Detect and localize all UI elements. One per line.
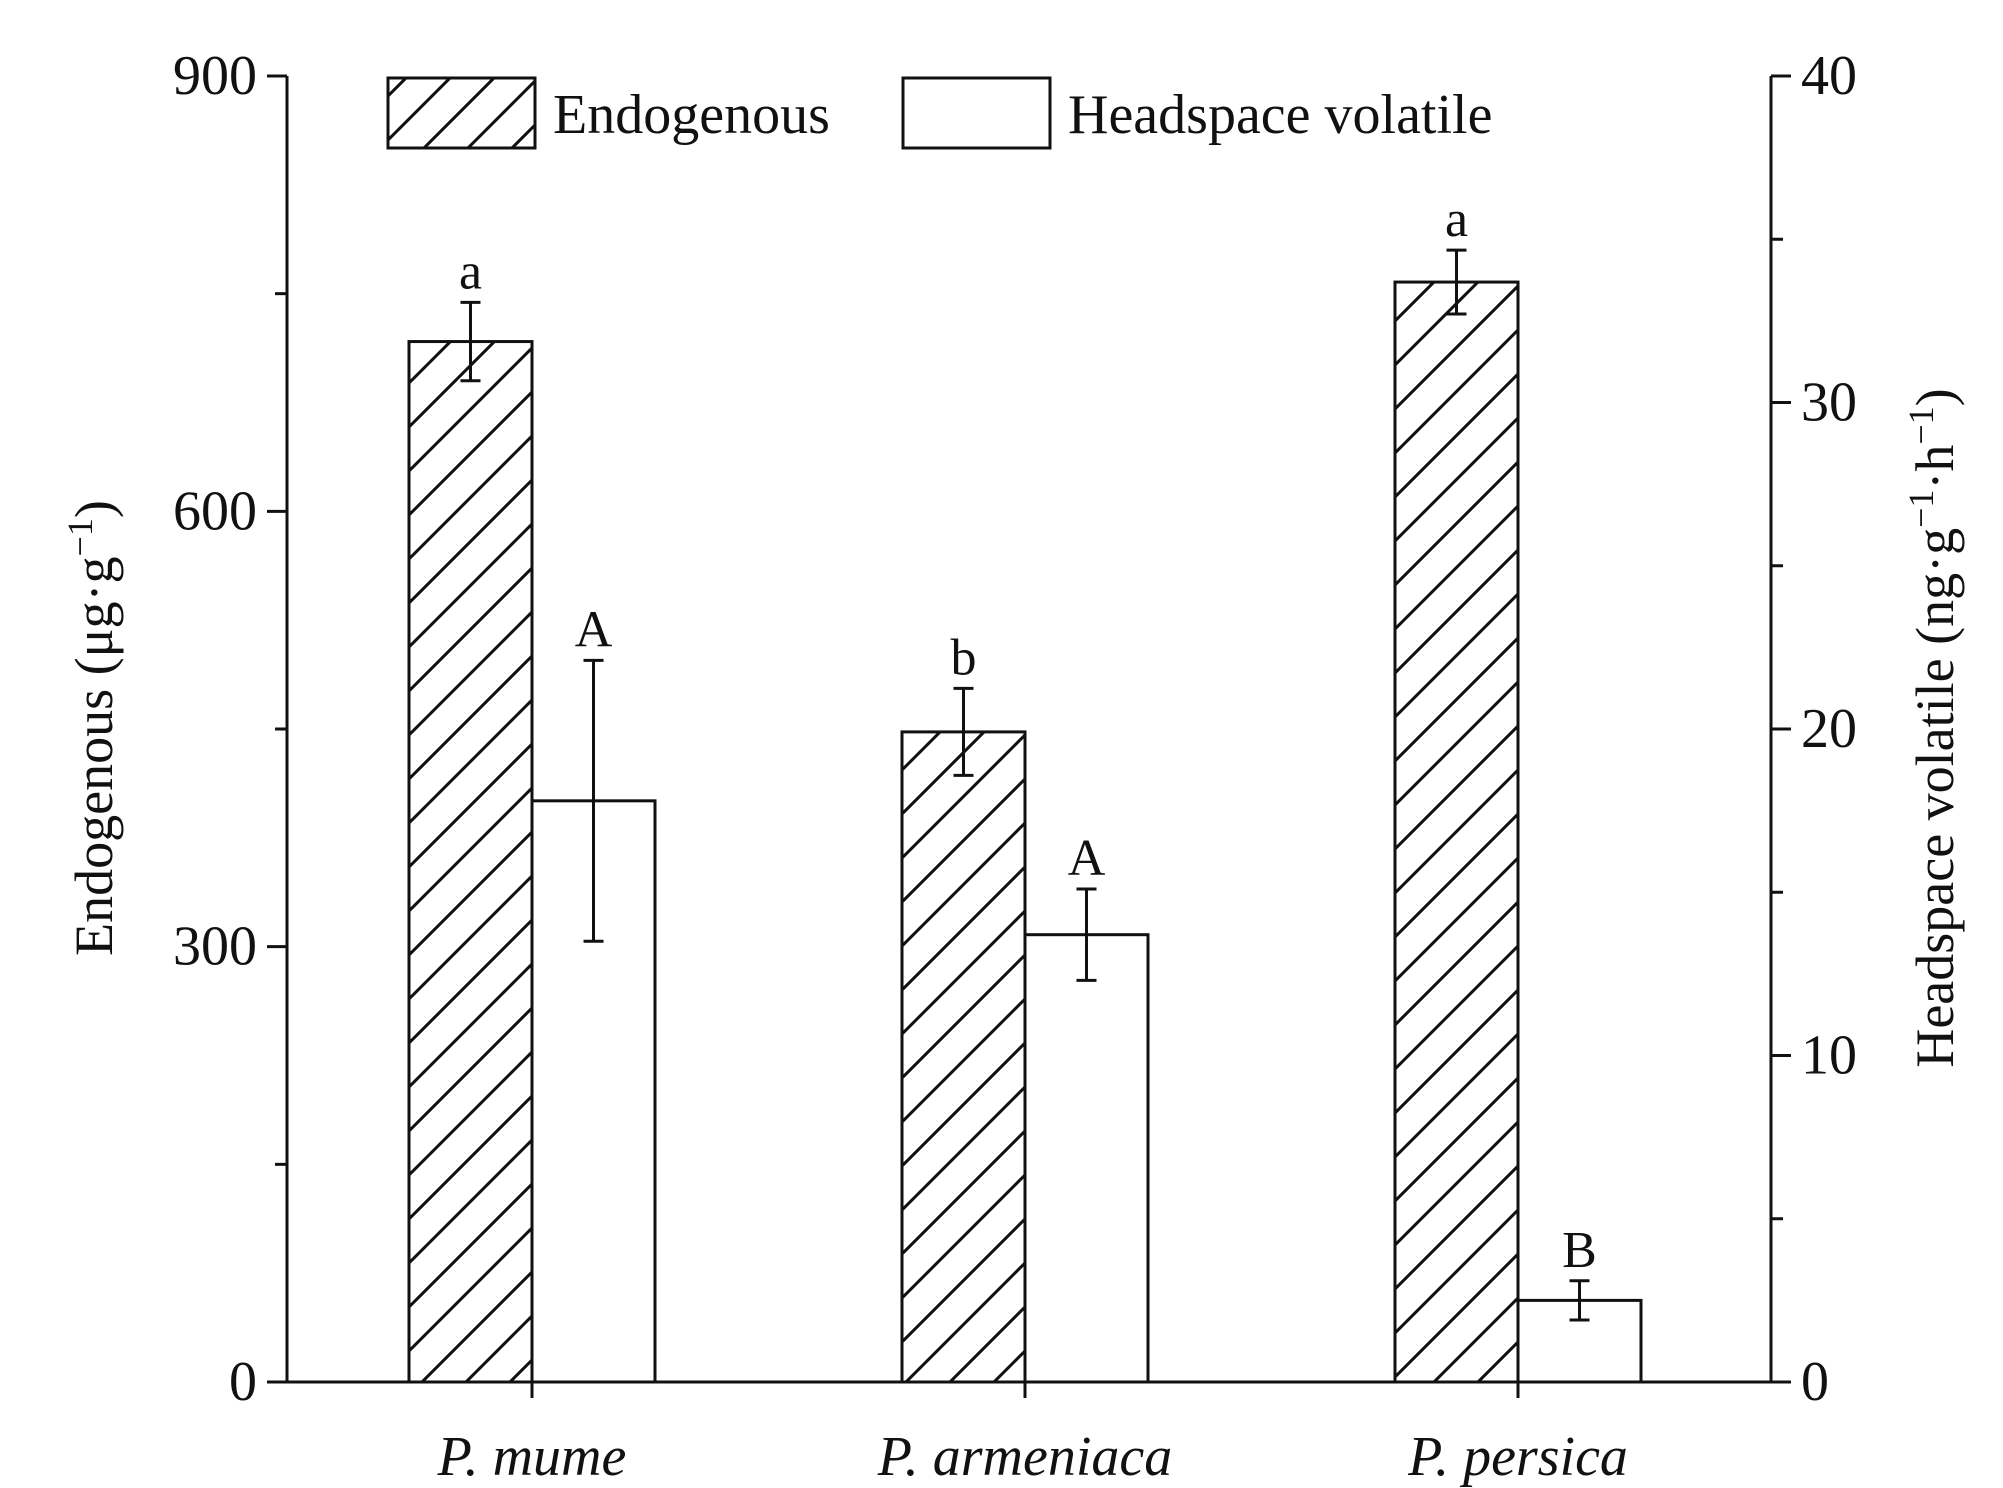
left-axis-title-sup: −1 — [60, 518, 100, 556]
bar-endogenous — [1393, 280, 1520, 1384]
left-axis-title-end: ) — [64, 500, 124, 518]
legend: Endogenous Headspace volatile — [386, 76, 1492, 150]
right-axis-title-sup2: −1 — [1901, 406, 1941, 444]
right-tick-label: 30 — [1801, 372, 1857, 434]
category-label: P. mume — [437, 1426, 627, 1488]
left-axis-title: Endogenous (μg·g−1) — [60, 500, 124, 956]
significance-label-headspace: A — [575, 601, 613, 658]
significance-label-endogenous: a — [1445, 191, 1468, 248]
bar-headspace — [1023, 933, 1150, 1384]
left-tick-label: 600 — [173, 480, 257, 542]
x-axis: P. mume P. armeniaca P. persica — [287, 1380, 1771, 1488]
significance-label-headspace: A — [1068, 830, 1106, 887]
right-axis-title: Headspace volatile (ng·g−1·h−1) — [1901, 388, 1965, 1067]
left-tick-label: 300 — [173, 916, 257, 978]
legend-label-headspace: Headspace volatile — [1068, 84, 1492, 146]
right-tick-label: 0 — [1801, 1351, 1829, 1413]
right-axis-title-mid: ·h — [1905, 445, 1965, 490]
right-axis: 0 10 20 30 40 — [1769, 45, 1857, 1413]
legend-swatch-headspace — [901, 76, 1052, 150]
left-tick-label: 900 — [173, 45, 257, 107]
category-label: P. armeniaca — [877, 1426, 1173, 1488]
right-axis-title-main: Headspace volatile (ng·g — [1905, 528, 1965, 1068]
bars: a b a A A B — [407, 191, 1643, 1384]
bar-endogenous — [900, 730, 1027, 1384]
right-axis-title-end: ) — [1905, 388, 1965, 406]
left-axis-ticks: 0 300 600 900 — [173, 45, 287, 1413]
right-axis-title-sup1: −1 — [1901, 490, 1941, 528]
legend-label-endogenous: Endogenous — [553, 84, 830, 146]
left-tick-label: 0 — [229, 1351, 257, 1413]
left-axis-title-main: Endogenous (μg·g — [64, 556, 124, 955]
bar-endogenous — [407, 340, 534, 1384]
x-axis-ticks: P. mume P. armeniaca P. persica — [437, 1382, 1628, 1488]
legend-swatch-endogenous — [386, 76, 537, 150]
right-tick-label: 10 — [1801, 1025, 1857, 1087]
right-tick-label: 40 — [1801, 45, 1857, 107]
right-axis-ticks: 0 10 20 30 40 — [1771, 45, 1857, 1413]
significance-label-endogenous: a — [459, 243, 482, 300]
significance-label-endogenous: b — [951, 629, 977, 686]
significance-label-headspace: B — [1562, 1222, 1597, 1279]
category-label: P. persica — [1407, 1426, 1628, 1488]
left-axis: 0 300 600 900 — [173, 45, 289, 1413]
right-tick-label: 20 — [1801, 698, 1857, 760]
